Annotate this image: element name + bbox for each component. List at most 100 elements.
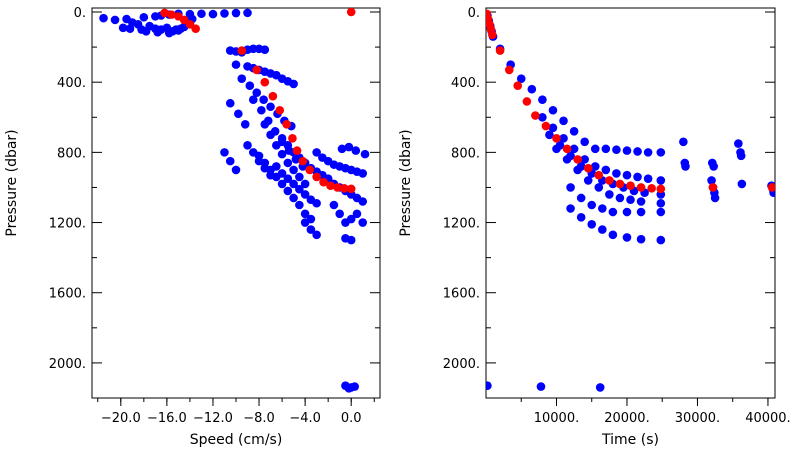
speed-red-point xyxy=(191,24,200,33)
time-blue-point xyxy=(636,207,646,217)
speed-blue-point xyxy=(300,218,310,227)
time-red-point xyxy=(513,81,523,90)
speed-blue-point xyxy=(243,8,252,18)
speed-red-point xyxy=(160,8,169,18)
time-xtick-label: 40000. xyxy=(745,411,791,426)
speed-blue-point xyxy=(197,9,206,19)
speed-blue-point xyxy=(231,8,241,18)
time-red-point xyxy=(583,163,593,173)
time-blue-point xyxy=(636,234,646,244)
speed-blue-point xyxy=(300,209,310,219)
speed-red-point xyxy=(312,172,321,182)
time-red-point xyxy=(552,134,561,143)
speed-blue-point xyxy=(237,74,247,83)
time-blue-point xyxy=(626,195,635,205)
time-blue-point xyxy=(601,165,611,175)
time-blue-point xyxy=(734,139,743,148)
speed-ytick-label: 2000. xyxy=(49,357,86,372)
speed-blue-point xyxy=(300,179,310,189)
speed-blue-point xyxy=(231,60,241,69)
speed-blue-point xyxy=(335,209,344,219)
speed-points-group xyxy=(99,8,370,393)
time-ytick-label: 800. xyxy=(451,146,480,161)
speed-blue-point xyxy=(248,95,258,105)
time-blue-point xyxy=(590,162,600,171)
time-blue-point xyxy=(633,147,642,156)
time-red-point xyxy=(488,30,497,40)
time-red-point xyxy=(647,184,656,193)
time-blue-point xyxy=(679,137,688,147)
speed-blue-point xyxy=(312,198,321,208)
time-blue-point xyxy=(548,123,558,133)
speed-blue-point xyxy=(346,235,356,245)
time-blue-point xyxy=(516,74,526,83)
time-blue-point xyxy=(587,220,597,229)
time-ytick-label: 1200. xyxy=(443,217,480,232)
time-red-point xyxy=(562,144,572,154)
speed-red-point xyxy=(346,184,356,194)
speed-red-point xyxy=(237,46,247,55)
time-points-group xyxy=(486,9,775,392)
time-blue-point xyxy=(566,204,575,213)
time-blue-point xyxy=(552,144,561,154)
time-blue-point xyxy=(681,162,690,171)
speed-blue-point xyxy=(360,149,370,159)
speed-blue-point xyxy=(234,109,243,119)
time-ytick-label: 2000. xyxy=(443,357,480,372)
time-xtick-label: 10000. xyxy=(534,411,580,426)
speed-blue-point xyxy=(358,197,368,206)
time-blue-point xyxy=(615,193,625,203)
time-red-point xyxy=(531,111,540,120)
speed-blue-point xyxy=(260,119,270,129)
speed-blue-point xyxy=(295,184,304,194)
time-blue-point xyxy=(538,95,547,105)
time-blue-point xyxy=(545,130,554,140)
time-blue-point xyxy=(580,155,589,164)
speed-blue-point xyxy=(252,88,262,98)
time-blue-point xyxy=(562,155,572,164)
time-red-point xyxy=(615,179,625,189)
time-red-point xyxy=(767,183,775,192)
speed-red-point xyxy=(268,91,278,101)
speed-blue-point xyxy=(272,141,281,150)
speed-red-point xyxy=(167,10,176,19)
speed-red-point xyxy=(260,77,270,87)
time-blue-point xyxy=(656,148,666,157)
time-blue-point xyxy=(587,200,597,210)
speed-blue-point xyxy=(225,156,235,166)
speed-x-axis-label: Speed (cm/s) xyxy=(190,432,283,448)
time-xtick-label: 30000. xyxy=(675,411,721,426)
speed-red-point xyxy=(282,119,291,129)
speed-blue-point xyxy=(266,102,275,112)
speed-blue-point xyxy=(245,81,255,90)
speed-blue-point xyxy=(306,225,316,234)
time-blue-point xyxy=(709,162,718,171)
speed-red-point xyxy=(346,8,356,17)
time-blue-point xyxy=(710,193,720,203)
speed-blue-point xyxy=(248,148,258,157)
speed-blue-point xyxy=(225,98,235,108)
time-blue-point xyxy=(580,137,589,147)
time-red-point xyxy=(495,46,505,55)
time-blue-point xyxy=(636,197,646,206)
time-red-point xyxy=(626,181,635,190)
time-blue-point xyxy=(590,144,600,154)
speed-red-point xyxy=(252,65,262,75)
speed-blue-point xyxy=(257,105,266,115)
speed-blue-point xyxy=(240,119,250,129)
speed-pressure-panel: 0. 400. 800. 1200. 1600. 2000. −20.0 −16.0 −12.0… xyxy=(4,6,381,448)
speed-blue-point xyxy=(118,23,128,33)
speed-blue-point xyxy=(277,149,287,159)
speed-blue-point xyxy=(312,230,321,240)
time-blue-point xyxy=(548,105,558,115)
speed-red-point xyxy=(298,156,308,166)
speed-blue-point xyxy=(254,156,264,166)
speed-blue-point xyxy=(164,28,174,38)
time-red-point xyxy=(573,155,582,164)
time-red-point xyxy=(504,65,514,75)
time-blue-point xyxy=(622,207,632,217)
time-blue-point xyxy=(598,225,607,234)
time-ytick-label: 1600. xyxy=(443,287,480,302)
time-y-axis-label: Pressure (dbar) xyxy=(398,129,414,236)
time-blue-point xyxy=(612,145,621,155)
